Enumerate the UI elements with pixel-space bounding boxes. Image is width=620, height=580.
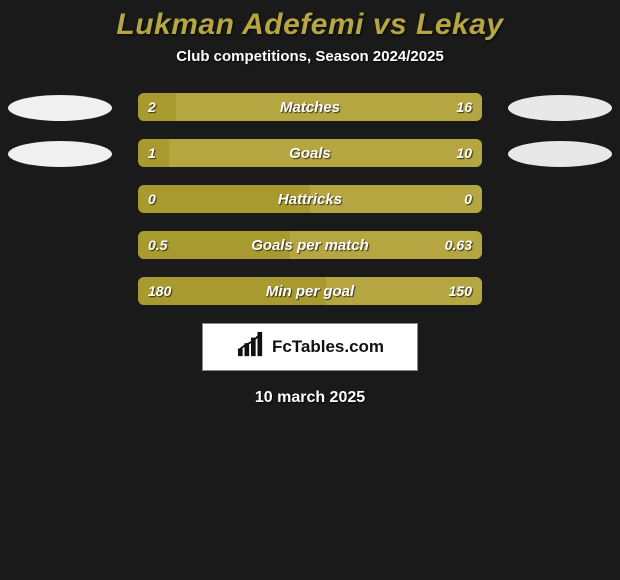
stat-row: 180150Min per goal — [0, 277, 620, 307]
stat-label: Matches — [138, 93, 482, 121]
stat-row: 216Matches — [0, 93, 620, 123]
date-label: 10 march 2025 — [0, 389, 620, 407]
stat-bar: 180150Min per goal — [138, 277, 482, 305]
stat-row: 0.50.63Goals per match — [0, 231, 620, 261]
stat-row: 110Goals — [0, 139, 620, 169]
stat-bar: 0.50.63Goals per match — [138, 231, 482, 259]
stat-label: Goals per match — [138, 231, 482, 259]
stat-bar: 110Goals — [138, 139, 482, 167]
stat-bar: 00Hattricks — [138, 185, 482, 213]
player2-oval — [508, 141, 612, 167]
stat-bar: 216Matches — [138, 93, 482, 121]
player1-oval — [8, 95, 112, 121]
player2-oval — [508, 95, 612, 121]
chart-icon — [236, 332, 266, 363]
stat-row: 00Hattricks — [0, 185, 620, 215]
subtitle: Club competitions, Season 2024/2025 — [0, 48, 620, 65]
page-title: Lukman Adefemi vs Lekay — [0, 8, 620, 42]
brand-badge: FcTables.com — [202, 323, 418, 371]
comparison-panel: Lukman Adefemi vs Lekay Club competition… — [0, 0, 620, 407]
stat-label: Goals — [138, 139, 482, 167]
player1-oval — [8, 141, 112, 167]
stat-label: Hattricks — [138, 185, 482, 213]
stat-label: Min per goal — [138, 277, 482, 305]
stat-rows: 216Matches 110Goals 00Hattricks 0.50.63Goal… — [0, 93, 620, 307]
brand-text: FcTables.com — [272, 337, 384, 357]
